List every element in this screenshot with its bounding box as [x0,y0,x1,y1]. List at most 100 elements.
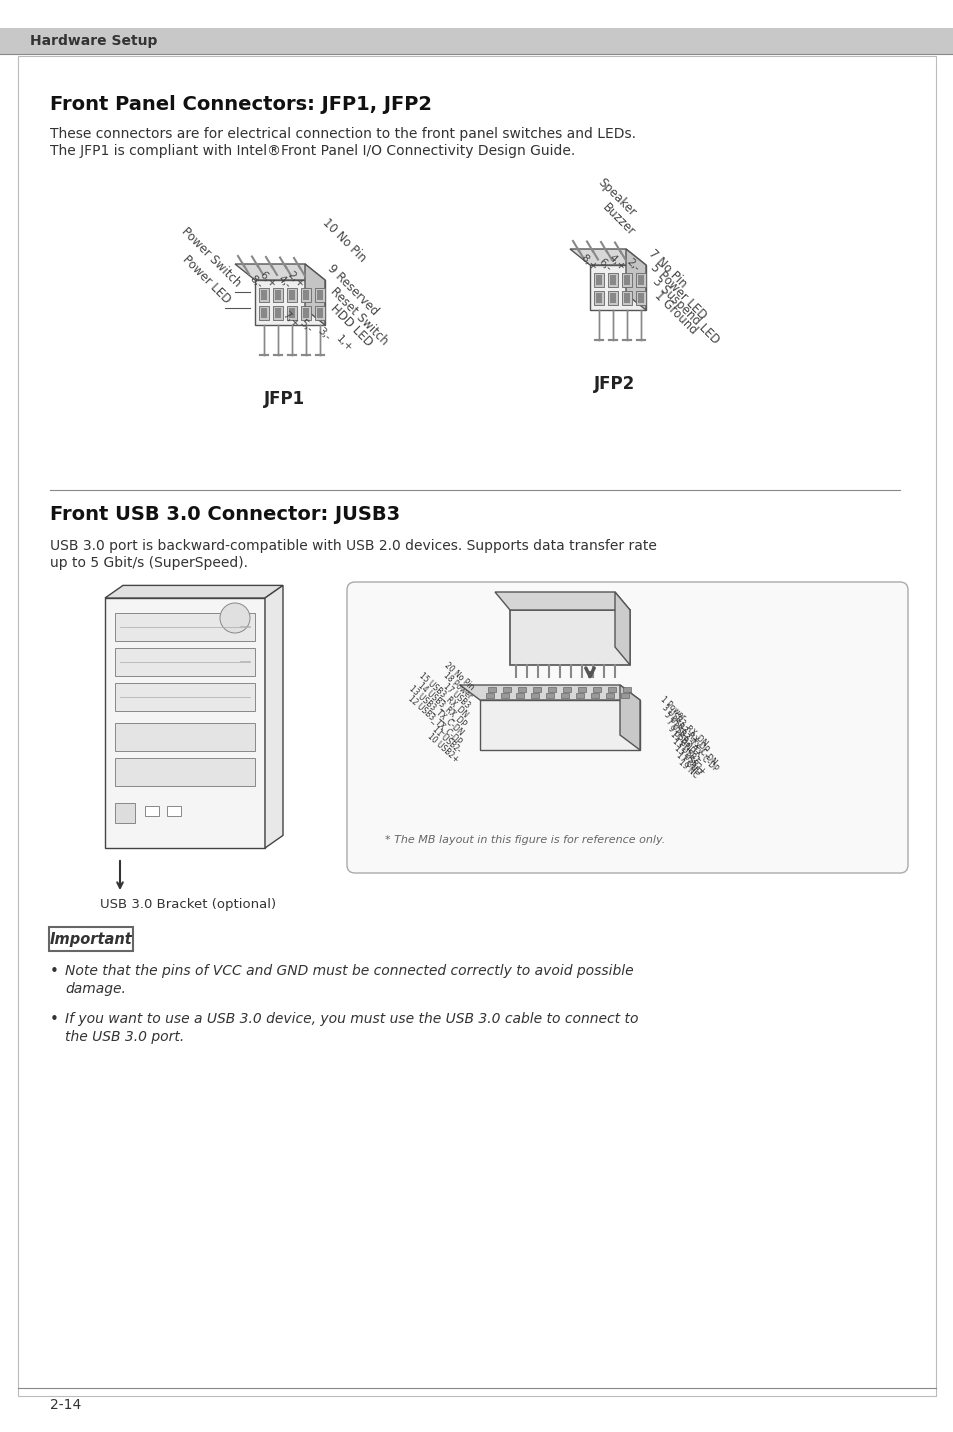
Bar [516,693,523,697]
Bar [316,308,323,318]
Bar [502,687,511,692]
Text: 13 USB2-: 13 USB2- [670,737,702,768]
Bar [115,649,254,676]
Polygon shape [619,684,639,750]
Text: Note that the pins of VCC and GND must be connected correctly to avoid possible: Note that the pins of VCC and GND must b… [65,964,633,978]
Text: 8,-: 8,- [247,274,264,291]
FancyBboxPatch shape [347,581,907,874]
Bar [545,693,554,697]
Bar [289,308,294,318]
Bar [115,803,135,823]
Text: These connectors are for electrical connection to the front panel switches and L: These connectors are for electrical conn… [50,127,636,140]
Text: 6,-: 6,- [596,256,613,274]
Text: Reset Switch: Reset Switch [328,285,390,348]
Bar [105,599,265,848]
Text: Buzzer: Buzzer [599,200,637,239]
Text: 3 Suspend LED: 3 Suspend LED [649,275,720,347]
Bar [314,306,325,319]
Bar [479,700,639,750]
Text: 2-14: 2-14 [50,1398,81,1412]
Text: 15 USB3_RX_DN: 15 USB3_RX_DN [417,670,470,719]
Bar [607,687,616,692]
Bar [115,613,254,642]
Bar [622,687,630,692]
Text: 1,+: 1,+ [334,334,354,354]
Bar [145,806,159,816]
Text: JFP1: JFP1 [264,390,305,408]
Text: 3,-: 3,- [315,326,333,342]
Bar [287,288,296,302]
Text: 4,+: 4,+ [606,253,626,274]
Polygon shape [589,265,645,309]
Polygon shape [625,249,645,309]
Bar [638,275,643,285]
Polygon shape [459,684,639,700]
Bar [273,306,283,319]
Bar [510,610,629,664]
Bar [485,693,494,697]
Text: Hardware Setup: Hardware Setup [30,34,157,49]
Polygon shape [305,263,325,325]
Bar [274,291,281,299]
Text: If you want to use a USB 3.0 device, you must use the USB 3.0 cable to connect t: If you want to use a USB 3.0 device, you… [65,1012,638,1025]
Text: 17 GND: 17 GND [675,750,702,778]
Bar [638,294,643,304]
Bar [609,294,616,304]
Bar [533,687,540,692]
Text: up to 5 Gbit/s (SuperSpeed).: up to 5 Gbit/s (SuperSpeed). [50,556,248,570]
Text: •: • [50,1012,59,1027]
Text: •: • [50,964,59,979]
Text: 9 USB3_TX_C-DP: 9 USB3_TX_C-DP [666,723,720,772]
Bar [531,693,538,697]
Bar [500,693,509,697]
Bar [115,723,254,750]
Bar [273,288,283,302]
Bar [594,291,603,305]
Bar [609,275,616,285]
Bar [621,274,631,286]
Text: 3 USB3_RX_DN: 3 USB3_RX_DN [660,702,709,748]
Bar [621,291,631,305]
Text: 12 USB3_TX_C-DP: 12 USB3_TX_C-DP [407,693,463,746]
Polygon shape [495,591,629,610]
Bar [636,291,645,305]
Bar [258,306,269,319]
Text: * The MB layout in this figure is for reference only.: * The MB layout in this figure is for re… [385,835,664,845]
Text: 1 Ground: 1 Ground [651,289,699,337]
Text: 20 No Pin: 20 No Pin [442,662,476,692]
Bar [261,308,267,318]
Bar [605,693,614,697]
Polygon shape [105,586,283,599]
Text: 14 USB3_RX_DP: 14 USB3_RX_DP [416,680,468,727]
Text: 6,+: 6,+ [257,269,277,291]
Bar [590,693,598,697]
Bar [261,291,267,299]
Bar [607,291,618,305]
Text: 15 USB2+: 15 USB2+ [672,745,707,776]
Text: 19 NC: 19 NC [677,758,700,780]
Text: Speaker: Speaker [595,176,638,219]
Text: the USB 3.0 port.: the USB 3.0 port. [65,1030,184,1044]
Text: Important: Important [50,931,132,947]
Text: 7,+: 7,+ [279,309,300,331]
Bar [562,687,571,692]
Text: 2,-: 2,- [623,256,640,274]
Text: Power LED: Power LED [180,252,233,306]
Polygon shape [234,263,325,281]
Polygon shape [265,586,283,848]
Bar [623,275,629,285]
Text: Power Switch: Power Switch [178,225,243,291]
Text: 7 USB3_TX_C-DN: 7 USB3_TX_C-DN [664,716,719,766]
Bar [289,291,294,299]
Bar [547,687,556,692]
Bar [607,274,618,286]
Text: 4,-: 4,- [275,274,292,291]
Bar [0,29,953,54]
Bar [301,306,311,319]
Text: 5 USB3_RX_DP: 5 USB3_RX_DP [662,709,710,753]
Bar [115,758,254,786]
Text: USB 3.0 Bracket (optional): USB 3.0 Bracket (optional) [100,898,275,911]
Text: JFP2: JFP2 [594,375,635,392]
Bar [596,294,601,304]
Text: 13 USB3_TX_C-DN: 13 USB3_TX_C-DN [408,684,465,737]
